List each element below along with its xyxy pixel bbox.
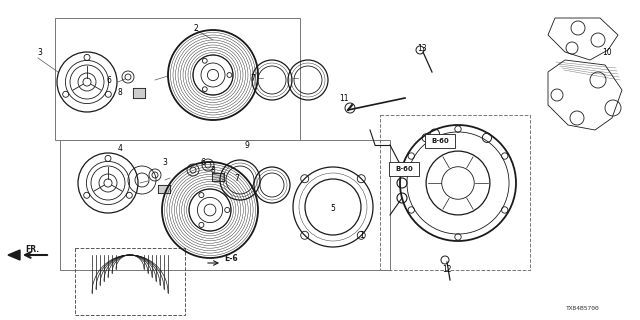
- Text: 12: 12: [442, 266, 452, 275]
- Polygon shape: [133, 88, 145, 98]
- Polygon shape: [158, 185, 170, 193]
- Text: 4: 4: [118, 143, 122, 153]
- Polygon shape: [212, 173, 224, 181]
- Text: 6: 6: [200, 157, 205, 166]
- Text: 3: 3: [163, 157, 168, 166]
- Text: FR.: FR.: [25, 245, 39, 254]
- Text: 3: 3: [38, 47, 42, 57]
- Text: 6: 6: [107, 76, 111, 84]
- Text: 7: 7: [235, 173, 239, 182]
- Text: 2: 2: [194, 23, 198, 33]
- Text: 8: 8: [118, 87, 122, 97]
- Text: 8: 8: [211, 165, 216, 174]
- Polygon shape: [8, 250, 20, 260]
- Text: 11: 11: [339, 93, 349, 102]
- FancyBboxPatch shape: [425, 134, 455, 148]
- Text: 13: 13: [417, 44, 427, 52]
- Text: E-6: E-6: [224, 254, 237, 263]
- Text: 9: 9: [244, 140, 250, 149]
- Text: 5: 5: [331, 204, 335, 212]
- Text: B-60: B-60: [395, 166, 413, 172]
- Text: 1: 1: [360, 230, 364, 239]
- Text: 7: 7: [251, 74, 255, 83]
- FancyBboxPatch shape: [389, 162, 419, 176]
- Text: TX84B5700: TX84B5700: [566, 306, 600, 310]
- Text: B-60: B-60: [431, 138, 449, 144]
- Text: 10: 10: [602, 47, 612, 57]
